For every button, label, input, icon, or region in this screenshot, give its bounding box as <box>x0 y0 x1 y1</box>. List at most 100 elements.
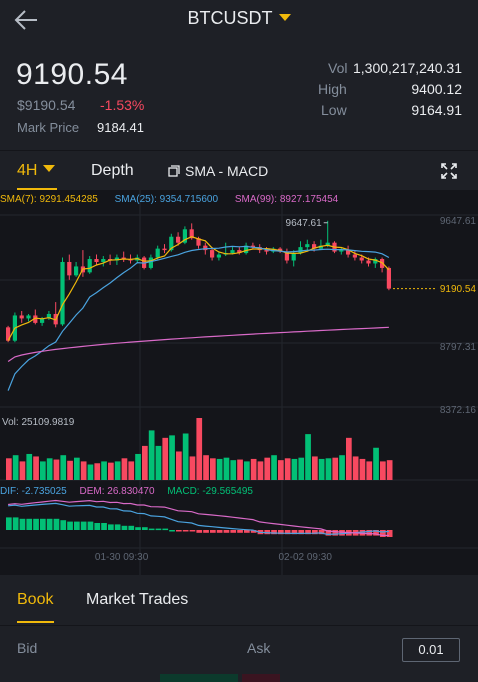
macd-bar <box>380 530 386 537</box>
volume-bar <box>339 455 345 480</box>
candle-body <box>250 245 255 248</box>
dem-line <box>8 499 389 537</box>
candle-body <box>312 244 317 249</box>
ticker-panel: 9190.54 $9190.54 -1.53% Mark Price 9184.… <box>0 42 478 150</box>
tab-book[interactable]: Book <box>17 591 54 608</box>
candle-body <box>182 229 187 243</box>
candle-body <box>155 248 160 258</box>
sma7-legend: SMA(7): 9291.454285 <box>0 194 98 205</box>
macd-bar <box>121 525 128 530</box>
price-axis-tick: 8797.31 <box>440 342 477 353</box>
sma7-line <box>7 236 390 341</box>
vol-value: 1,300,217,240.31 <box>353 60 462 76</box>
macd-bar <box>210 530 216 533</box>
last-price: 9190.54 <box>16 58 128 91</box>
candlestick-chart[interactable]: 9647.61 8797.31 8372.16 9190.54 9647.61 01-3… <box>0 190 478 575</box>
volume-bar <box>366 461 373 480</box>
volume-bar <box>352 456 359 480</box>
macd-bar <box>128 525 135 530</box>
volume-bar <box>80 461 87 480</box>
volume-bar <box>312 456 318 480</box>
candle-body <box>325 242 330 246</box>
time-axis-label: 02-02 09:30 <box>279 552 333 563</box>
volume-bars <box>6 418 393 480</box>
tab-depth[interactable]: Depth <box>91 162 134 179</box>
candle-body <box>189 229 194 239</box>
candle-body <box>176 236 181 243</box>
volume-bar <box>305 434 311 480</box>
macd-bar <box>101 523 107 530</box>
macd-bar <box>148 528 155 531</box>
candle-body <box>339 250 344 252</box>
volume-bar <box>135 453 141 480</box>
tab-indicators[interactable]: SMA - MACD <box>168 163 268 179</box>
volume-bar <box>128 461 135 480</box>
time-axis-label: 01-30 09:30 <box>95 552 149 563</box>
volume-bar <box>46 458 53 480</box>
change-percent: -1.53% <box>100 97 145 113</box>
mark-price-value: 9184.41 <box>97 120 144 135</box>
candle-body <box>19 315 24 319</box>
ask-depth-bar <box>242 674 280 682</box>
macd-bar <box>12 517 19 530</box>
precision-selector[interactable]: 0.01 <box>402 638 460 662</box>
dif-legend: DIF: -2.735025 <box>0 486 67 497</box>
volume-bar <box>237 459 243 480</box>
volume-bar <box>101 461 107 480</box>
candle-body <box>121 257 126 260</box>
pair-selector[interactable]: BTCUSDT <box>0 8 478 29</box>
macd-bar <box>271 530 277 535</box>
macd-bar <box>230 530 237 533</box>
volume-bar <box>12 455 19 480</box>
dif-line <box>8 502 389 536</box>
volume-bar <box>380 461 386 480</box>
volume-bar <box>386 460 393 480</box>
volume-bar <box>189 456 196 480</box>
indicator-icon <box>168 165 180 177</box>
candle-body <box>359 257 364 261</box>
volume-bar <box>108 462 114 480</box>
tab-market-trades[interactable]: Market Trades <box>86 591 189 608</box>
moving-averages <box>7 236 390 391</box>
tab-interval[interactable]: 4H <box>17 162 56 180</box>
macd-bar <box>278 530 284 535</box>
volume-bar <box>162 437 169 480</box>
fullscreen-icon[interactable] <box>441 163 457 179</box>
macd-bar <box>33 518 39 530</box>
macd-bar <box>169 530 175 532</box>
volume-bar <box>298 457 305 480</box>
volume-bar <box>26 453 33 480</box>
candle-body <box>60 261 65 325</box>
volume-bar <box>373 447 379 480</box>
macd-bar <box>46 518 53 530</box>
indicators-label: SMA - MACD <box>185 163 269 179</box>
sma25-legend: SMA(25): 9354.715600 <box>114 194 219 205</box>
chart-area[interactable]: 9647.61 8797.31 8372.16 9190.54 9647.61 01-3… <box>0 190 478 575</box>
macd-bar <box>373 530 379 536</box>
candle-body <box>6 327 11 341</box>
bid-depth-bar <box>160 674 238 682</box>
macd-bar <box>244 530 250 533</box>
volume-bar <box>223 457 230 480</box>
volume-legend: Vol: 25109.9819 <box>2 417 75 428</box>
candle-body <box>237 250 242 254</box>
candle-body <box>216 254 221 258</box>
volume-bar <box>210 458 216 480</box>
macd-bar <box>291 530 298 535</box>
volume-bar <box>196 418 203 480</box>
back-button[interactable] <box>12 6 40 34</box>
vol-label: Vol <box>328 60 348 76</box>
volume-bar <box>40 461 46 480</box>
candle-body <box>264 250 269 252</box>
volume-bar <box>203 455 209 480</box>
volume-bar <box>33 456 39 480</box>
candle-body <box>26 315 31 319</box>
macd-value-legend: MACD: -29.565495 <box>167 486 253 497</box>
macd-bar <box>223 530 230 533</box>
chevron-down-icon <box>278 14 291 21</box>
candle-body <box>169 236 174 251</box>
macd-bar <box>19 518 26 530</box>
volume-bar <box>284 458 291 480</box>
macd-bar <box>176 530 182 532</box>
sma-legend: SMA(7): 9291.454285 SMA(25): 9354.715600… <box>0 194 338 205</box>
